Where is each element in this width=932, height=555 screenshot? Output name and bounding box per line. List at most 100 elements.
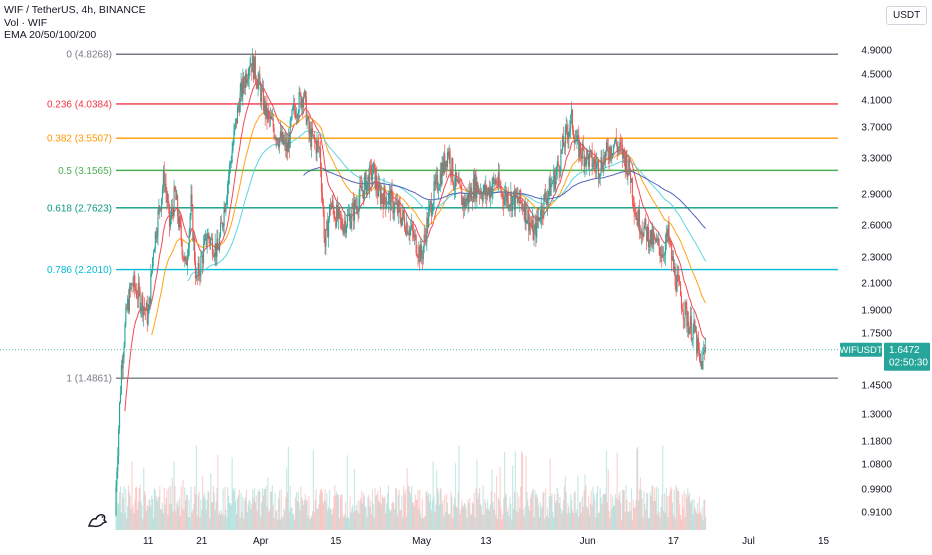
candle-body (212, 255, 214, 257)
volume-bar (172, 511, 174, 530)
symbol-title[interactable]: WIF / TetherUS, 4h, BINANCE (4, 4, 146, 16)
currency-button[interactable]: USDT (886, 6, 928, 25)
candle-body (613, 142, 616, 145)
volume-bar (219, 510, 221, 530)
candle-body (214, 243, 216, 256)
volume-bar (153, 488, 156, 530)
candle-body (383, 186, 385, 209)
volume-bar (456, 507, 458, 530)
candle-body (222, 225, 224, 228)
volume-bar (168, 487, 170, 530)
candle-body (362, 190, 364, 192)
candle-body (497, 172, 499, 185)
candle-body (547, 191, 549, 198)
candle-body (464, 198, 466, 208)
candle-body (187, 248, 189, 257)
volume-bar (266, 506, 268, 530)
candle-body (395, 202, 398, 204)
volume-bar (552, 512, 554, 530)
candle-body (686, 307, 688, 327)
volume-bar (692, 514, 694, 530)
candle-body (662, 254, 664, 258)
price-axis: 4.9000 4.5000 4.1000 3.7000 3.3000 2.9000 2.60… (861, 46, 892, 519)
candle-body (601, 157, 603, 169)
candle-body (213, 255, 215, 257)
volume-bar (562, 510, 564, 530)
volume-bar (651, 485, 653, 530)
candle-body (348, 213, 350, 215)
volume-bar (335, 495, 337, 530)
candle-body (511, 192, 513, 211)
candle-body (202, 255, 204, 264)
volume-bar (683, 490, 685, 530)
candle-body (149, 297, 151, 305)
candle-body (572, 130, 574, 137)
candle-body (225, 203, 227, 212)
candle-body (474, 173, 476, 199)
volume-bar (268, 511, 270, 530)
volume-bar (394, 509, 396, 530)
volume-bar (606, 501, 608, 530)
candle-body (658, 239, 660, 248)
candle-body (283, 141, 285, 144)
candle-body (194, 237, 196, 262)
ema-indicator-label[interactable]: EMA 20/50/100/200 (4, 29, 97, 41)
volume-bar (540, 508, 542, 530)
volume-bar (374, 488, 376, 530)
volume-bar (608, 511, 610, 530)
candle-body (465, 200, 467, 208)
volume-bar (331, 514, 333, 530)
candle-body (487, 187, 490, 192)
volume-bar (446, 502, 449, 530)
volume-bar (605, 450, 608, 530)
volume-bar (486, 509, 488, 530)
candle-body (334, 217, 336, 220)
candle-body (592, 165, 594, 168)
candle-body (421, 257, 423, 260)
volume-bar (386, 493, 389, 530)
candle-body (180, 224, 182, 241)
volume-bar (661, 494, 663, 530)
volume-bar (249, 500, 251, 530)
candle-body (496, 180, 498, 184)
candle-body (394, 203, 396, 212)
candle-body (600, 157, 602, 174)
volume-bar (458, 445, 460, 530)
candle-body (589, 150, 591, 153)
candle-body (400, 217, 402, 226)
candle-body (129, 287, 131, 290)
candle-body (573, 136, 575, 144)
volume-bar (353, 512, 355, 530)
volume-bar (143, 467, 145, 530)
volume-bar (136, 509, 139, 530)
candle-body (694, 320, 696, 332)
tradingview-logo-icon[interactable] (87, 510, 109, 528)
candle-body (312, 134, 314, 136)
volume-bar (509, 496, 511, 530)
volume-bar (146, 505, 148, 530)
candle-body (206, 238, 208, 246)
volume-bar (530, 494, 532, 530)
candle-body (300, 93, 302, 108)
volume-bar (569, 513, 571, 530)
volume-bar (512, 465, 514, 530)
volume-bar (453, 504, 455, 530)
candle-body (667, 224, 669, 237)
volume-bar (514, 451, 516, 530)
candle-body (357, 211, 359, 213)
volume-bar (261, 502, 263, 530)
volume-bar (314, 499, 316, 530)
candle-body (415, 235, 417, 254)
volume-bar (115, 508, 117, 530)
volume-indicator-label[interactable]: Vol · WIF (4, 16, 48, 29)
candle-body (675, 285, 677, 292)
volume-bar (427, 495, 429, 530)
volume-bar (197, 494, 199, 530)
volume-bar (276, 509, 278, 530)
candle-body (591, 150, 593, 168)
volume-bar (452, 518, 454, 530)
time-axis: 11 21 Apr 15 May 13 Jun 17 Jul 15 (143, 536, 830, 547)
volume-bar (125, 489, 127, 530)
